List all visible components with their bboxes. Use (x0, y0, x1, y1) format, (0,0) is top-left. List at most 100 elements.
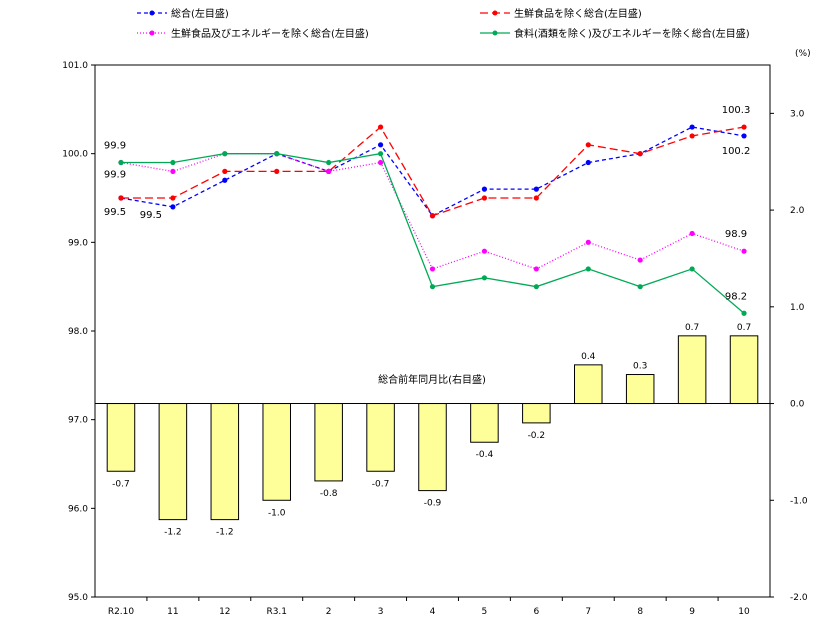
series-point-3 (585, 266, 591, 272)
bar-value-label: -1.2 (216, 528, 234, 538)
plot-area: 95.096.097.098.099.0100.0101.0-2.0-1.00.… (62, 61, 808, 617)
series-point-1 (222, 168, 228, 174)
x-axis-tick-label: 6 (533, 607, 539, 617)
right-axis-tick-label: -1.0 (790, 496, 808, 506)
series-point-0 (170, 204, 176, 210)
legend: 総合(左目盛) 生鮮食品を除く総合(左目盛) 生鮮食品及びエネルギーを除く総合(… (137, 7, 750, 40)
bar-value-label: -0.4 (476, 450, 494, 460)
right-axis-unit: (%) (795, 49, 811, 59)
series-point-0 (222, 177, 228, 183)
series-point-0 (741, 133, 747, 139)
plot-frame (94, 64, 771, 598)
point-value-label: 99.9 (104, 141, 126, 152)
left-axis-tick-label: 96.0 (68, 504, 88, 514)
series-point-0 (585, 159, 591, 166)
legend-item-2: 生鮮食品及びエネルギーを除く総合(左目盛) (137, 27, 369, 40)
point-value-label: 98.9 (725, 229, 747, 240)
point-value-label: 100.2 (722, 146, 751, 157)
x-axis-tick-label: 5 (482, 607, 488, 617)
series-point-1 (377, 124, 384, 130)
bar-value-label: 0.4 (581, 352, 596, 362)
series-point-2 (585, 239, 591, 245)
bar-value-label: 0.3 (633, 362, 647, 372)
series-point-1 (637, 151, 643, 157)
x-axis-tick-label: R2.10 (108, 607, 135, 617)
x-axis-tick-label: 2 (326, 607, 332, 617)
series-point-3 (274, 151, 280, 157)
series-point-0 (377, 142, 384, 148)
legend-label: 生鮮食品及びエネルギーを除く総合(左目盛) (171, 27, 369, 40)
left-axis-tick-label: 97.0 (68, 416, 88, 426)
series-point-2 (429, 266, 436, 272)
bar (158, 403, 188, 521)
series-point-2 (170, 168, 176, 174)
series-point-2 (741, 248, 747, 254)
series-point-3 (118, 159, 124, 166)
legend-item-1: 生鮮食品を除く総合(左目盛) (480, 7, 642, 20)
x-axis-tick-label: 10 (738, 607, 750, 617)
bar-value-label: -0.2 (528, 431, 546, 441)
right-axis-tick-label: 1.0 (790, 303, 805, 313)
left-axis-tick-label: 95.0 (68, 593, 88, 603)
series-point-3 (429, 284, 436, 290)
right-axis-tick-label: 2.0 (790, 206, 805, 216)
point-value-label: 99.5 (140, 210, 162, 221)
legend-label: 生鮮食品を除く総合(左目盛) (514, 7, 642, 20)
point-value-label: 99.9 (104, 170, 126, 181)
series-point-3 (222, 151, 228, 157)
bar (418, 403, 447, 492)
series-point-1 (533, 195, 539, 201)
x-axis-tick-label: 11 (167, 607, 178, 617)
series-point-1 (274, 168, 280, 174)
series-point-1 (585, 142, 591, 148)
point-value-label: 100.3 (722, 105, 751, 116)
bar (262, 403, 291, 501)
x-axis-tick-label: 3 (378, 607, 384, 617)
series-line-3 (120, 152, 745, 314)
left-axis-tick-label: 101.0 (62, 61, 88, 71)
series-point-1 (481, 195, 488, 201)
series-point-3 (533, 284, 539, 290)
point-value-label: 98.2 (725, 291, 747, 302)
series-point-2 (533, 266, 539, 272)
legend-item-0: 総合(左目盛) (137, 7, 229, 20)
bar (625, 374, 655, 405)
series-point-2 (481, 248, 488, 254)
bar-value-label: -1.0 (268, 508, 286, 518)
bar (106, 403, 136, 472)
bar-value-label: -0.9 (424, 499, 442, 509)
x-axis-tick-label: 12 (219, 607, 230, 617)
legend-label: 総合(左目盛) (171, 7, 229, 20)
right-axis-tick-label: 0.0 (790, 400, 805, 410)
bar-value-label: -0.8 (320, 489, 338, 499)
series-point-2 (326, 168, 332, 174)
series-point-0 (689, 124, 695, 130)
bar (366, 403, 395, 472)
right-axis-tick-label: 3.0 (790, 109, 805, 119)
x-axis-tick-label: 7 (585, 607, 591, 617)
bar (729, 335, 759, 405)
series-point-1 (689, 133, 695, 139)
series-point-3 (637, 284, 643, 290)
x-axis-tick-label: R3.1 (266, 607, 287, 617)
series-point-0 (481, 186, 488, 192)
bar-series-label: 総合前年同月比(右目盛) (378, 373, 486, 386)
bar (210, 403, 240, 521)
series-point-1 (429, 213, 436, 219)
left-axis-tick-label: 99.0 (68, 238, 88, 248)
bar (574, 364, 603, 405)
series-point-3 (326, 159, 332, 166)
x-axis-tick-label: 8 (637, 607, 643, 617)
left-axis-tick-label: 98.0 (68, 327, 88, 337)
legend-label: 食料(酒類を除く)及びエネルギーを除く総合(左目盛) (514, 27, 750, 40)
series-point-1 (170, 195, 176, 201)
series-point-3 (481, 275, 488, 281)
x-axis-tick-label: 9 (689, 607, 695, 617)
bar-value-label: 0.7 (737, 323, 751, 333)
left-axis-tick-label: 100.0 (62, 150, 88, 160)
series-point-3 (377, 151, 384, 157)
series-point-2 (637, 257, 643, 263)
series-point-1 (118, 195, 124, 201)
series-point-2 (377, 159, 384, 166)
